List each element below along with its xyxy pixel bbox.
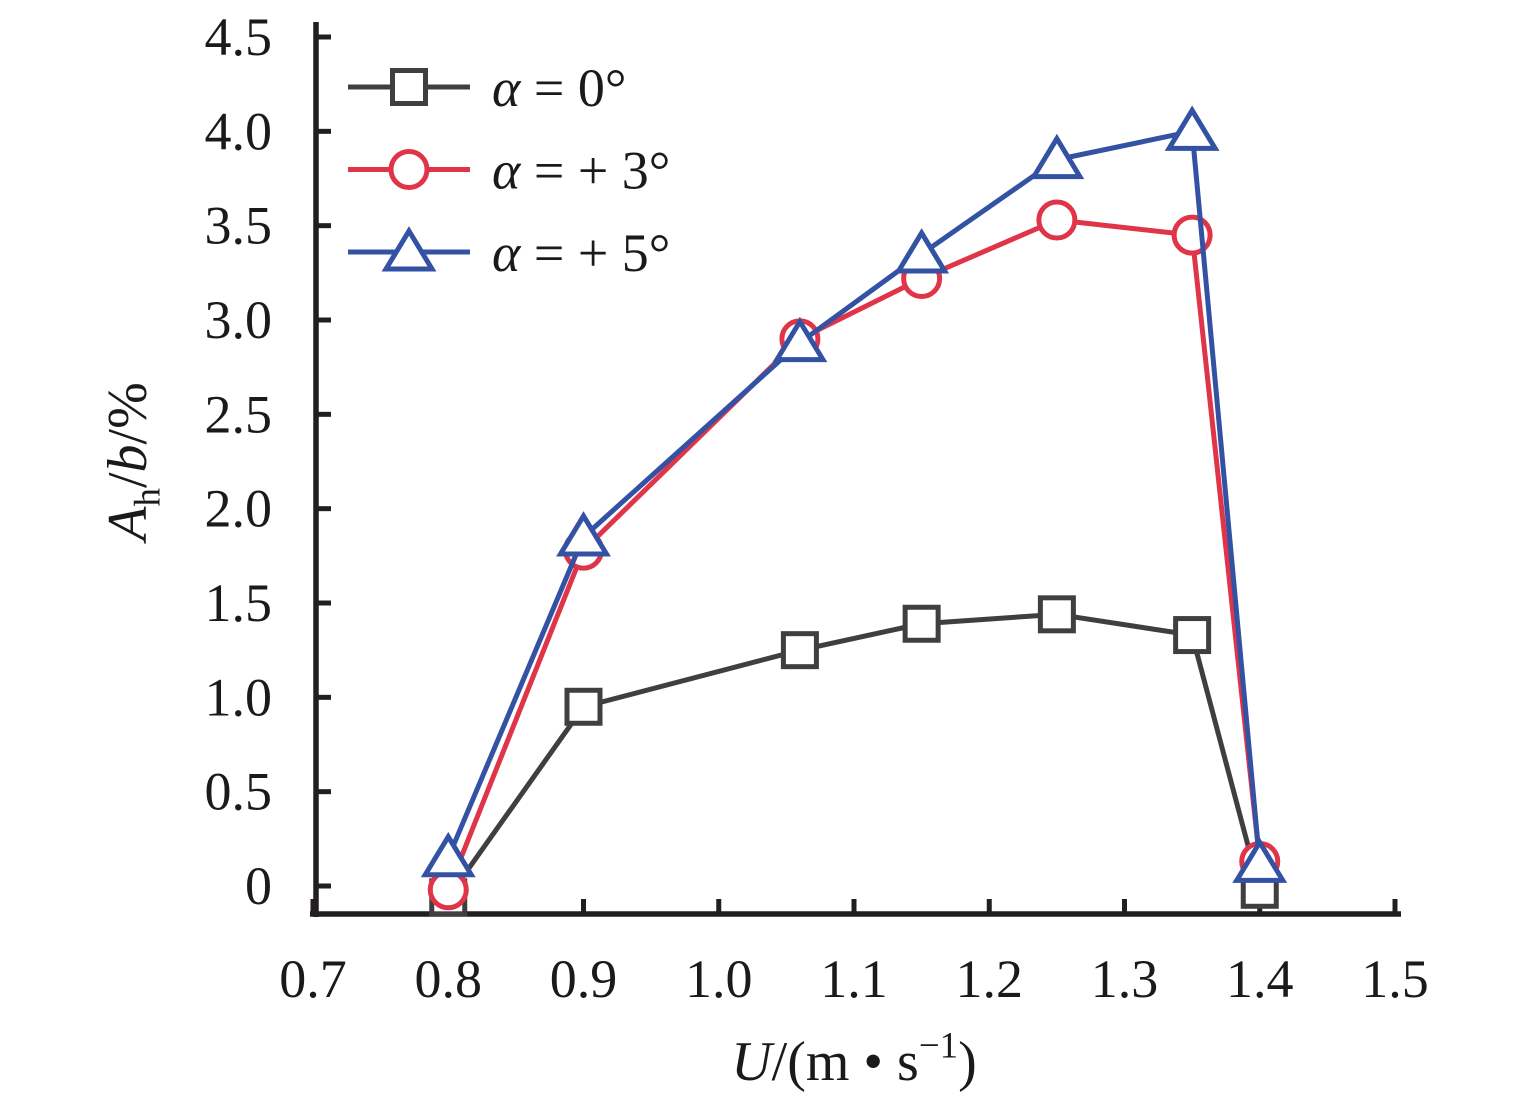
y-tick-label: 3.5 [205,196,273,256]
y-tick-labels: 0 0.5 1.0 1.5 2.0 2.5 3.0 3.5 4.0 4.5 [205,7,273,916]
legend-label: α = + 5° [492,223,670,283]
series-2-triangle [420,105,1288,883]
y-tick-label: 3.0 [205,290,273,350]
x-tick-labels: 0.7 0.8 0.9 1.0 1.1 1.2 1.3 1.4 1.5 [279,949,1429,1009]
legend-label: α = 0° [492,58,626,118]
y-tick-label: 4.5 [205,7,273,67]
square-marker [902,604,941,643]
y-tick-label: 2.0 [205,479,273,539]
square-marker [1173,616,1212,655]
svg-text:Ah/b/%: Ah/b/% [97,382,167,544]
square-marker [564,687,603,726]
series-0-square [429,595,1279,917]
x-tick-label: 1.5 [1361,949,1429,1009]
x-axis [310,899,1401,917]
series-line [446,611,1263,899]
square-marker [390,68,428,106]
legend-item-1: α = + 3° [348,141,670,201]
y-tick-label: 4.0 [205,101,273,161]
y-tick-label: 0 [245,856,272,916]
y-tick-label: 1.0 [205,667,273,727]
circle-marker [388,149,430,190]
circle-marker [1036,199,1078,241]
x-tick-label: 0.8 [415,949,483,1009]
x-axis-title: U/(m • s−1) [731,1025,977,1093]
x-tick-label: 1.3 [1091,949,1159,1009]
y-tick-label: 0.5 [205,762,273,822]
triangle-marker [894,228,950,274]
triangle-marker [556,511,611,557]
y-axis-title: Ah/b/% [97,382,167,544]
triangle-marker [381,226,437,272]
legend: α = 0° α = + 3° α = + 5° [348,58,670,283]
triangle-marker [1164,105,1220,151]
x-tick-label: 1.2 [956,949,1024,1009]
legend-item-0: α = 0° [348,58,626,118]
square-marker [780,631,819,670]
x-tick-label: 0.7 [279,949,347,1009]
triangle-marker [1029,133,1085,180]
x-tick-label: 1.1 [820,949,888,1009]
triangle-marker [420,831,476,878]
y-tick-label: 2.5 [205,384,273,444]
x-tick-label: 1.0 [685,949,753,1009]
x-tick-label: 0.9 [550,949,618,1009]
legend-item-2: α = + 5° [348,223,670,283]
triangle-marker [1232,837,1288,883]
legend-label: α = + 3° [492,141,670,201]
x-tick-label: 1.4 [1226,949,1294,1009]
triangle-marker [772,316,828,363]
square-marker [1037,595,1076,634]
y-tick-label: 1.5 [205,573,273,633]
y-axis [313,22,331,917]
